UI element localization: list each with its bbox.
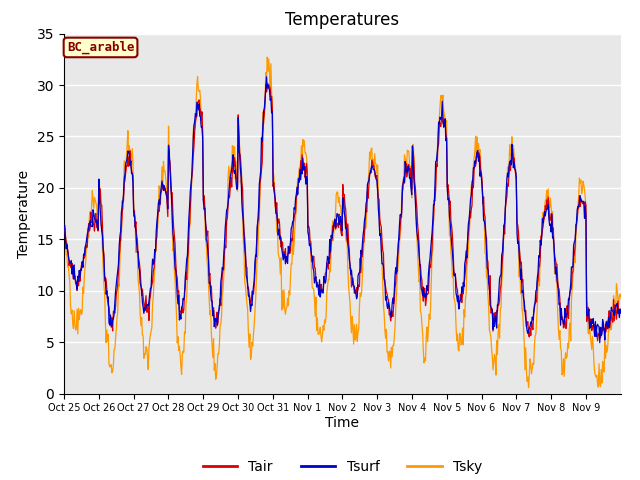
Tsurf [401,180,408,185]
Text: BC_arable: BC_arable [67,41,134,54]
Line: Tair: Tair [64,84,621,341]
Tsurf [596,340,604,346]
Tsurf [277,235,285,241]
Title: Temperatures: Temperatures [285,11,399,29]
Tsky [264,54,271,60]
Tsurf [125,151,133,157]
Tsky [617,295,625,300]
Tsurf [60,225,68,231]
Tsky [228,160,236,166]
Tsky [277,255,285,261]
Line: Tsurf: Tsurf [64,77,621,343]
Tair [228,184,236,190]
Y-axis label: Temperature: Temperature [17,169,31,258]
Tsky [125,143,133,148]
Tsurf [255,181,263,187]
Tsky [401,152,408,158]
Tsky [255,220,263,226]
Tsurf [228,166,236,172]
Tair [432,186,440,192]
Tair [125,153,133,159]
Tair [262,82,269,87]
Tsky [525,385,532,391]
Tsurf [262,74,270,80]
Legend: Tair, Tsurf, Tsky: Tair, Tsurf, Tsky [197,455,488,480]
X-axis label: Time: Time [325,416,360,430]
Tair [401,180,408,186]
Tair [594,338,602,344]
Tsurf [617,310,625,316]
Tair [617,310,625,316]
Tair [255,202,263,208]
Tsky [60,207,68,213]
Tair [277,244,285,250]
Tair [60,229,68,235]
Line: Tsky: Tsky [64,57,621,388]
Tsurf [432,158,440,164]
Tsky [432,176,440,182]
